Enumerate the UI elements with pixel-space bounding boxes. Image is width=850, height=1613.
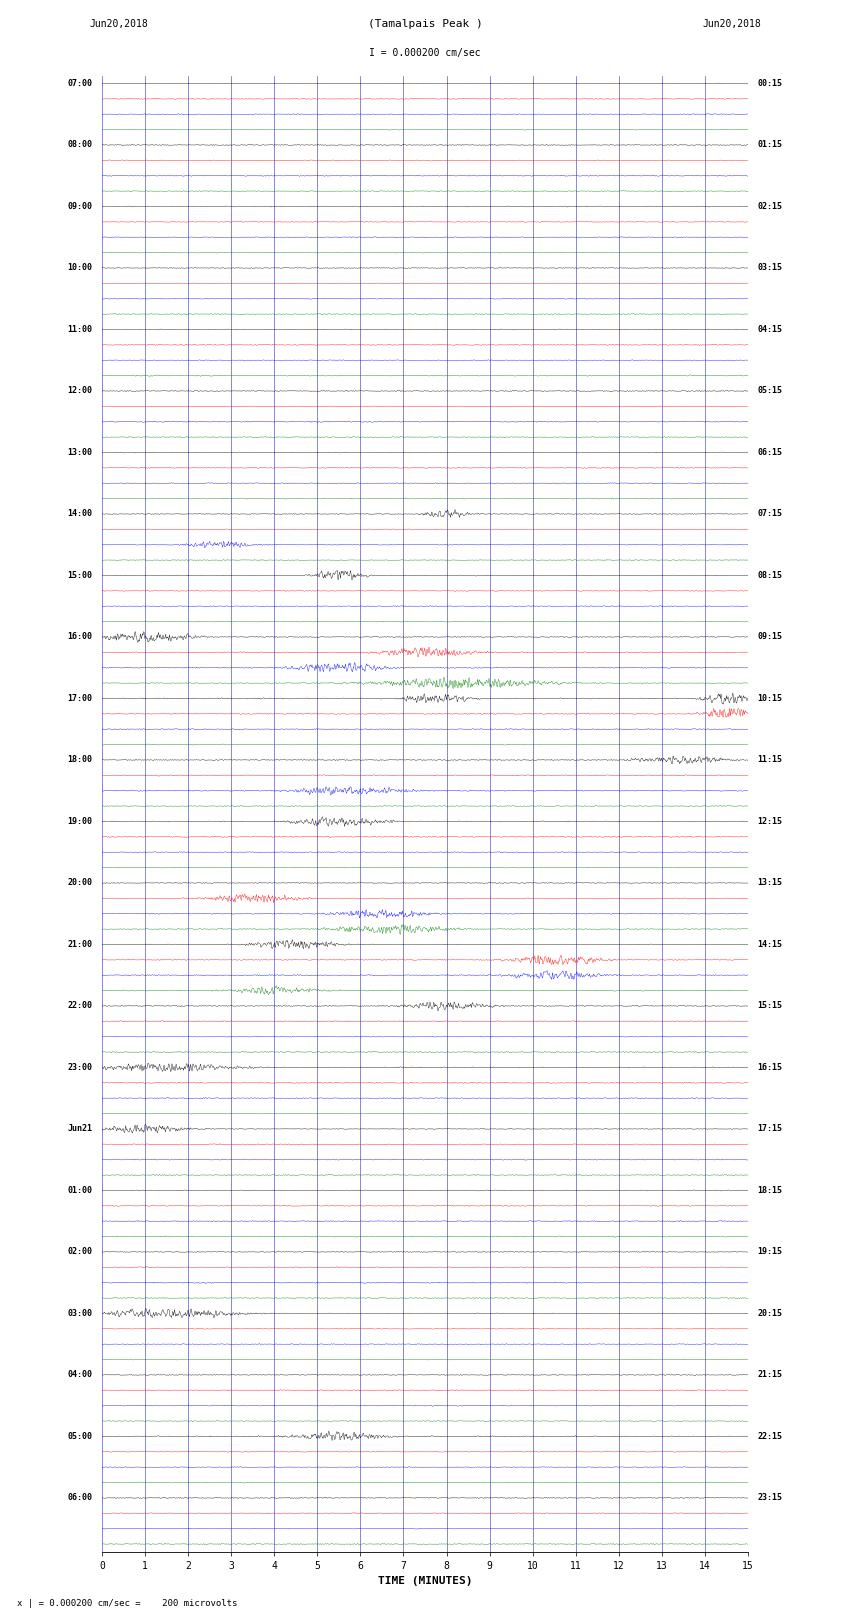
Text: 08:00: 08:00 xyxy=(67,140,93,150)
Text: 03:15: 03:15 xyxy=(757,263,783,273)
Text: 01:00: 01:00 xyxy=(67,1186,93,1195)
Text: 13:00: 13:00 xyxy=(67,448,93,456)
Text: 11:00: 11:00 xyxy=(67,324,93,334)
Text: 06:00: 06:00 xyxy=(67,1494,93,1502)
Text: 21:15: 21:15 xyxy=(757,1371,783,1379)
Text: 06:15: 06:15 xyxy=(757,448,783,456)
Text: (Tamalpais Peak ): (Tamalpais Peak ) xyxy=(367,19,483,29)
Text: 20:15: 20:15 xyxy=(757,1308,783,1318)
Text: 14:15: 14:15 xyxy=(757,940,783,948)
Text: 17:00: 17:00 xyxy=(67,694,93,703)
Text: 23:00: 23:00 xyxy=(67,1063,93,1073)
Text: 09:00: 09:00 xyxy=(67,202,93,211)
Text: 02:00: 02:00 xyxy=(67,1247,93,1257)
Text: 07:00: 07:00 xyxy=(67,79,93,89)
Text: 15:15: 15:15 xyxy=(757,1002,783,1010)
Text: 15:00: 15:00 xyxy=(67,571,93,581)
Text: Jun20,2018: Jun20,2018 xyxy=(702,19,761,29)
Text: 04:00: 04:00 xyxy=(67,1371,93,1379)
Text: x | = 0.000200 cm/sec =    200 microvolts: x | = 0.000200 cm/sec = 200 microvolts xyxy=(17,1598,237,1608)
Text: 00:15: 00:15 xyxy=(757,79,783,89)
Text: 20:00: 20:00 xyxy=(67,879,93,887)
Text: 03:00: 03:00 xyxy=(67,1308,93,1318)
Text: 05:00: 05:00 xyxy=(67,1432,93,1440)
Text: 10:15: 10:15 xyxy=(757,694,783,703)
Text: 23:15: 23:15 xyxy=(757,1494,783,1502)
Text: 17:15: 17:15 xyxy=(757,1124,783,1134)
Text: 07:15: 07:15 xyxy=(757,510,783,518)
Text: 16:15: 16:15 xyxy=(757,1063,783,1073)
Text: 09:15: 09:15 xyxy=(757,632,783,642)
Text: Jun21: Jun21 xyxy=(67,1124,93,1134)
Text: 12:15: 12:15 xyxy=(757,816,783,826)
Text: 22:00: 22:00 xyxy=(67,1002,93,1010)
Text: Jun20,2018: Jun20,2018 xyxy=(89,19,148,29)
Text: 16:00: 16:00 xyxy=(67,632,93,642)
Text: 12:00: 12:00 xyxy=(67,387,93,395)
Text: 10:00: 10:00 xyxy=(67,263,93,273)
Text: 04:15: 04:15 xyxy=(757,324,783,334)
Text: I = 0.000200 cm/sec: I = 0.000200 cm/sec xyxy=(369,48,481,58)
Text: 02:15: 02:15 xyxy=(757,202,783,211)
Text: 21:00: 21:00 xyxy=(67,940,93,948)
Text: 19:00: 19:00 xyxy=(67,816,93,826)
Text: 05:15: 05:15 xyxy=(757,387,783,395)
Text: 01:15: 01:15 xyxy=(757,140,783,150)
X-axis label: TIME (MINUTES): TIME (MINUTES) xyxy=(377,1576,473,1586)
Text: 18:15: 18:15 xyxy=(757,1186,783,1195)
Text: 13:15: 13:15 xyxy=(757,879,783,887)
Text: 14:00: 14:00 xyxy=(67,510,93,518)
Text: 19:15: 19:15 xyxy=(757,1247,783,1257)
Text: 18:00: 18:00 xyxy=(67,755,93,765)
Text: 11:15: 11:15 xyxy=(757,755,783,765)
Text: 08:15: 08:15 xyxy=(757,571,783,581)
Text: 22:15: 22:15 xyxy=(757,1432,783,1440)
